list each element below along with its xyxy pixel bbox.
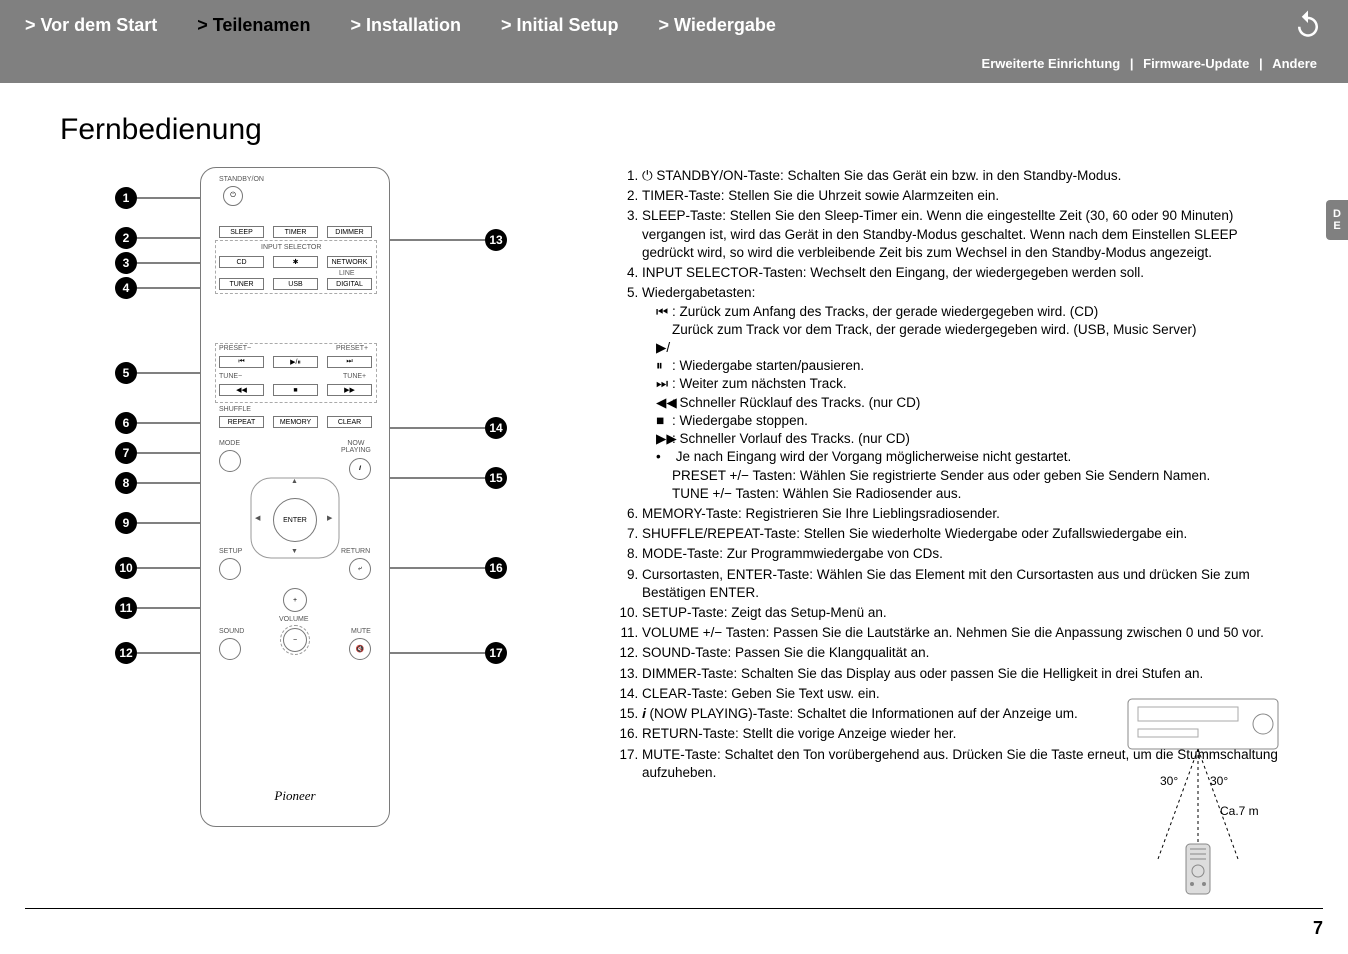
- remote-body: STANDBY/ON ⏻ SLEEP TIMER DIMMER INPUT SE…: [200, 167, 390, 827]
- desc-item-11: VOLUME +/− Tasten: Passen Sie die Lautst…: [642, 624, 1288, 642]
- volume-label: VOLUME: [279, 616, 309, 623]
- stop-button[interactable]: ■: [273, 384, 318, 396]
- desc-item-6: MEMORY-Taste: Registrieren Sie Ihre Lieb…: [642, 505, 1288, 523]
- footer-rule: [25, 908, 1323, 909]
- fwd-button[interactable]: ▶▶: [327, 384, 372, 396]
- rew-button[interactable]: ◀◀: [219, 384, 264, 396]
- sub-line: ⏮: Zurück zum Anfang des Tracks, der ger…: [642, 303, 1288, 321]
- return-label: RETURN: [341, 548, 370, 555]
- sound-button[interactable]: [219, 638, 241, 660]
- desc-item-7: SHUFFLE/REPEAT-Taste: Stellen Sie wieder…: [642, 525, 1288, 543]
- shuffle-label: SHUFFLE: [219, 406, 251, 413]
- desc-item-4: INPUT SELECTOR-Tasten: Wechselt den Eing…: [642, 264, 1288, 282]
- desc-item-8: MODE-Taste: Zur Programmwiedergabe von C…: [642, 545, 1288, 563]
- setup-label: SETUP: [219, 548, 242, 555]
- return-button[interactable]: ⤶: [349, 558, 371, 580]
- nav-vor-dem-start[interactable]: > Vor dem Start: [25, 15, 157, 36]
- setup-button[interactable]: [219, 558, 241, 580]
- mute-label: MUTE: [351, 628, 371, 635]
- subnav-firmware[interactable]: Firmware-Update: [1137, 56, 1255, 71]
- memory-button[interactable]: MEMORY: [273, 416, 318, 428]
- sleep-button[interactable]: SLEEP: [219, 226, 264, 238]
- subnav-andere[interactable]: Andere: [1266, 56, 1323, 71]
- sub-line: TUNE +/− Tasten: Wählen Sie Radiosender …: [642, 485, 1288, 503]
- back-icon[interactable]: [1293, 8, 1323, 43]
- next-button[interactable]: ⏭: [327, 356, 372, 368]
- clear-button[interactable]: CLEAR: [327, 416, 372, 428]
- standby-label: STANDBY/ON: [219, 176, 264, 183]
- distance-label: Ca.7 m: [1220, 804, 1259, 818]
- brand-logo: Pioneer: [201, 788, 389, 804]
- info-button[interactable]: 𝒊: [349, 458, 371, 480]
- tune-p-label: TUNE+: [343, 373, 366, 380]
- nav-installation[interactable]: > Installation: [350, 15, 461, 36]
- volume-up-button[interactable]: +: [283, 588, 307, 612]
- angle-right: 30°: [1210, 774, 1228, 788]
- sub-line: ▶▶: Schneller Vorlauf des Tracks. (nur C…: [642, 430, 1288, 448]
- desc-item-1: ⏻ STANDBY/ON-Taste: Schalten Sie das Ger…: [642, 167, 1288, 185]
- nav-wiedergabe[interactable]: > Wiedergabe: [659, 15, 776, 36]
- angle-left: 30°: [1160, 774, 1178, 788]
- desc-item-13: DIMMER-Taste: Schalten Sie das Display a…: [642, 665, 1288, 683]
- desc-item-2: TIMER-Taste: Stellen Sie die Uhrzeit sow…: [642, 187, 1288, 205]
- desc-item-9: Cursortasten, ENTER-Taste: Wählen Sie da…: [642, 566, 1288, 602]
- network-button[interactable]: NETWORK: [327, 256, 372, 268]
- play-button[interactable]: ▶/⏸: [273, 356, 318, 368]
- desc-item-5: Wiedergabetasten:⏮: Zurück zum Anfang de…: [642, 284, 1288, 503]
- preset-m-label: PRESET−: [219, 345, 251, 352]
- sub-line: ▶/⏸: Wiedergabe starten/pausieren.: [642, 339, 1288, 375]
- dimmer-button[interactable]: DIMMER: [327, 226, 372, 238]
- dpad-outline: [241, 468, 349, 568]
- mode-label: MODE: [219, 440, 240, 447]
- device-range-figure: 30° 30° Ca.7 m: [1098, 689, 1298, 899]
- mode-button[interactable]: [219, 450, 241, 472]
- subnav-erweiterte[interactable]: Erweiterte Einrichtung: [976, 56, 1127, 71]
- repeat-button[interactable]: REPEAT: [219, 416, 264, 428]
- now-playing-label: NOW PLAYING: [341, 440, 371, 454]
- nav-initial-setup[interactable]: > Initial Setup: [501, 15, 619, 36]
- mute-button[interactable]: 🔇: [349, 638, 371, 660]
- sub-line: • Je nach Eingang wird der Vorgang mögli…: [642, 448, 1288, 466]
- volume-down-button[interactable]: −: [283, 628, 307, 652]
- line-label: LINE: [339, 270, 355, 277]
- sound-label: SOUND: [219, 628, 244, 635]
- desc-item-10: SETUP-Taste: Zeigt das Setup-Menü an.: [642, 604, 1288, 622]
- timer-button[interactable]: TIMER: [273, 226, 318, 238]
- digital-button[interactable]: DIGITAL: [327, 278, 372, 290]
- tuner-button[interactable]: TUNER: [219, 278, 264, 290]
- sub-nav: Erweiterte Einrichtung | Firmware-Update…: [0, 50, 1348, 83]
- preset-p-label: PRESET+: [336, 345, 368, 352]
- sub-line-extra: Zurück zum Track vor dem Track, der gera…: [642, 321, 1288, 339]
- usb-button[interactable]: USB: [273, 278, 318, 290]
- page-number: 7: [1313, 918, 1323, 939]
- page-title: Fernbedienung: [60, 113, 1348, 147]
- desc-item-12: SOUND-Taste: Passen Sie die Klangqualitä…: [642, 644, 1288, 662]
- standby-button[interactable]: ⏻: [223, 186, 243, 206]
- tune-m-label: TUNE−: [219, 373, 242, 380]
- prev-button[interactable]: ⏮: [219, 356, 264, 368]
- nav-teilenamen[interactable]: > Teilenamen: [197, 15, 310, 36]
- sub-line: PRESET +/− Tasten: Wählen Sie registrier…: [642, 467, 1288, 485]
- remote-diagram: 1 2 3 4 5 6 7 8 9 10 11 12 13 14 15 16 1…: [60, 167, 620, 847]
- sub-line: ⏭: Weiter zum nächsten Track.: [642, 375, 1288, 393]
- sub-line: ◀◀: Schneller Rücklauf des Tracks. (nur …: [642, 394, 1288, 412]
- cd-button[interactable]: CD: [219, 256, 264, 268]
- top-nav: > Vor dem Start > Teilenamen > Installat…: [0, 0, 1348, 50]
- desc-item-3: SLEEP-Taste: Stellen Sie den Sleep-Timer…: [642, 207, 1288, 262]
- language-tab[interactable]: DE: [1326, 200, 1348, 240]
- bt-button[interactable]: ✱: [273, 256, 318, 268]
- sub-line: ■: Wiedergabe stoppen.: [642, 412, 1288, 430]
